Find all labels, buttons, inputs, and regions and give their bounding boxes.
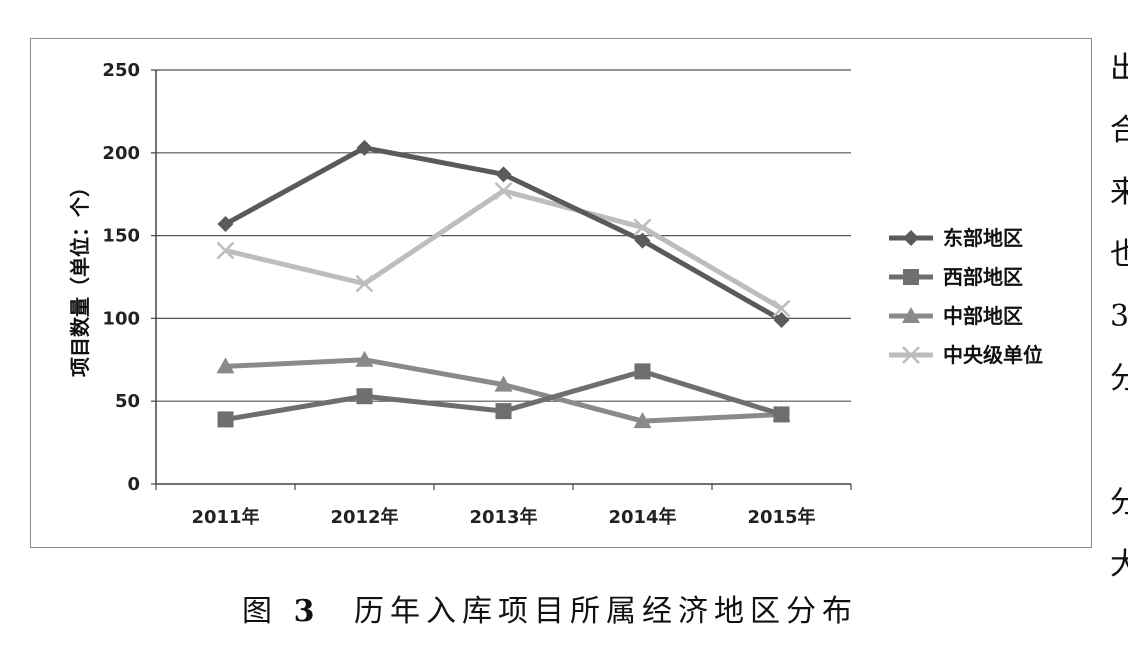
side-text-char: 3 [1110,299,1128,334]
x-tick-label: 2014年 [608,506,676,528]
caption-number: 3 [293,594,321,629]
data-point [494,375,513,392]
x-marker-stroke [216,241,235,260]
figure-caption: 图 3 历年入库项目所属经济地区分布 [0,586,1100,630]
y-tick-label: 150 [102,226,140,247]
data-point [356,388,373,405]
legend-item: 中部地区 [889,304,1023,328]
data-point [355,350,374,367]
line-chart: 0 50 100 150 200 250 2011年 2012年 2013年 2014年 2015年… [68,60,1043,528]
data-point [773,312,790,329]
legend-item: 西部地区 [889,265,1023,289]
side-text-char: 来 [1110,175,1128,210]
x-marker-stroke [494,182,513,200]
x-tick-label: 2013年 [469,506,537,528]
legend-swatch-marker [902,346,920,364]
data-point [494,182,513,200]
side-text-char: 大 [1110,547,1128,582]
x-marker-stroke [355,274,374,293]
x-tick-label: 2011年 [191,506,259,528]
data-point [773,406,790,423]
data-point [633,218,652,237]
data-point [633,412,652,429]
data-point [216,241,235,260]
y-tick-label: 250 [102,60,140,81]
y-axis-title: 项目数量（单位：个） [68,177,92,377]
data-point [217,411,234,428]
legend-label: 西部地区 [943,265,1023,289]
data-point [772,299,791,318]
y-tick-label: 100 [102,308,140,329]
data-point [495,403,512,420]
legend-swatch-marker [902,307,920,323]
side-text-char: 也 [1110,237,1128,272]
legend-item: 中央级单位 [889,343,1043,367]
series-markers [216,139,791,429]
y-tick-label: 50 [115,391,140,412]
data-point [217,216,234,233]
data-point [634,232,651,249]
y-tick-label: 0 [127,474,140,495]
side-text-char: 出 [1110,51,1128,86]
side-text-char: 分 [1110,485,1128,520]
legend-item: 东部地区 [889,226,1023,250]
caption-text: 历年入库项目所属经济地区分布 [353,594,858,629]
legend-swatch-marker [903,269,919,285]
series-line [224,188,783,311]
x-marker-stroke [633,218,652,237]
x-tick-label: 2015年 [747,506,815,528]
x-marker-stroke [772,299,791,318]
chart-frame: 0 50 100 150 200 250 2011年 2012年 2013年 2014年 2015年… [30,38,1092,548]
legend-label: 中央级单位 [943,343,1043,367]
legend-label: 中部地区 [943,304,1023,328]
caption-prefix: 图 [242,594,279,629]
side-text-char [1110,410,1128,472]
data-point [356,139,373,156]
grid-lines [156,69,851,402]
data-point [216,357,235,374]
x-marker-stroke [902,346,920,364]
legend-label: 东部地区 [943,226,1023,250]
axes [151,69,852,490]
side-text-char: 分 [1110,361,1128,396]
legend-swatch-marker [903,230,919,246]
y-tick-label: 200 [102,143,140,164]
side-text-char: 合 [1110,113,1128,148]
data-point [634,363,651,380]
data-point [355,274,374,293]
tick-labels: 0 50 100 150 200 250 2011年 2012年 2013年 2014年 2015年 [102,60,815,528]
data-point [495,166,512,183]
x-tick-label: 2012年 [330,506,398,528]
